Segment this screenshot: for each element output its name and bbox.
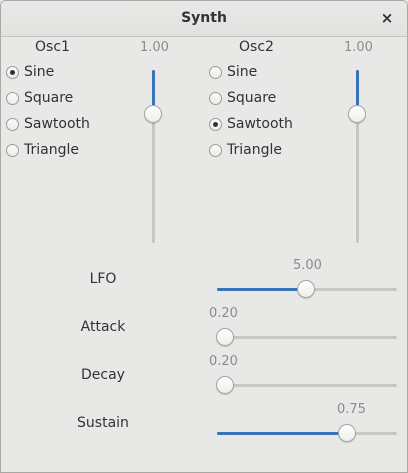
osc2-title: Osc2 xyxy=(239,39,274,55)
osc1-level-slider[interactable] xyxy=(152,70,155,243)
decay-label: Decay xyxy=(81,367,125,383)
osc2-radio-triangle-label: Triangle xyxy=(227,142,282,158)
sustain-fill xyxy=(217,432,347,435)
lfo-value: 5.00 xyxy=(293,258,322,273)
attack-knob[interactable] xyxy=(216,328,234,346)
attack-label: Attack xyxy=(80,319,126,335)
osc1-title: Osc1 xyxy=(35,39,70,55)
title-bar: Synth × xyxy=(1,1,407,37)
osc2-radio-square-indicator[interactable] xyxy=(209,91,222,105)
osc1-radio-sine-indicator[interactable] xyxy=(6,65,19,79)
osc2-radio-sine-indicator[interactable] xyxy=(209,65,222,79)
osc1-radio-triangle[interactable]: Triangle xyxy=(6,140,79,160)
lfo-fill xyxy=(217,288,306,291)
osc2-radio-triangle[interactable]: Triangle xyxy=(209,140,282,160)
osc1-level-fill xyxy=(152,70,155,114)
osc2-radio-sawtooth[interactable]: Sawtooth xyxy=(209,114,293,134)
osc2-level-knob[interactable] xyxy=(348,105,366,123)
osc2-radio-square-label: Square xyxy=(227,90,277,106)
attack-slider[interactable] xyxy=(217,336,397,339)
lfo-knob[interactable] xyxy=(297,280,315,298)
sustain-knob[interactable] xyxy=(338,424,356,442)
close-icon[interactable]: × xyxy=(380,9,394,27)
osc2-level-fill xyxy=(356,70,359,114)
osc1-radio-triangle-label: Triangle xyxy=(24,142,79,158)
osc1-radio-sawtooth-label: Sawtooth xyxy=(24,116,90,132)
osc2-radio-sawtooth-indicator[interactable] xyxy=(209,117,222,131)
osc1-radio-sawtooth-indicator[interactable] xyxy=(6,117,19,131)
decay-slider[interactable] xyxy=(217,384,397,387)
osc2-level-slider[interactable] xyxy=(356,70,359,243)
osc2-radio-square[interactable]: Square xyxy=(209,88,276,108)
osc1-level-knob[interactable] xyxy=(144,105,162,123)
osc1-radio-square[interactable]: Square xyxy=(6,88,73,108)
osc2-level-value: 1.00 xyxy=(344,40,373,55)
osc1-radio-triangle-indicator[interactable] xyxy=(6,143,19,157)
decay-knob[interactable] xyxy=(216,376,234,394)
osc2-radio-sawtooth-label: Sawtooth xyxy=(227,116,293,132)
osc1-radio-sine-label: Sine xyxy=(24,64,55,80)
sustain-value: 0.75 xyxy=(337,402,366,417)
attack-value: 0.20 xyxy=(209,306,238,321)
decay-value: 0.20 xyxy=(209,354,238,369)
lfo-label: LFO xyxy=(89,271,117,287)
osc2-radio-sine-label: Sine xyxy=(227,64,258,80)
osc1-radio-square-indicator[interactable] xyxy=(6,91,19,105)
window-title: Synth xyxy=(181,10,227,26)
osc1-radio-square-label: Square xyxy=(24,90,74,106)
osc1-radio-sine[interactable]: Sine xyxy=(6,62,54,82)
sustain-label: Sustain xyxy=(77,415,129,431)
osc2-radio-triangle-indicator[interactable] xyxy=(209,143,222,157)
sustain-slider[interactable] xyxy=(217,432,397,435)
osc2-radio-sine[interactable]: Sine xyxy=(209,62,257,82)
osc1-level-value: 1.00 xyxy=(140,40,169,55)
osc1-radio-sawtooth[interactable]: Sawtooth xyxy=(6,114,90,134)
